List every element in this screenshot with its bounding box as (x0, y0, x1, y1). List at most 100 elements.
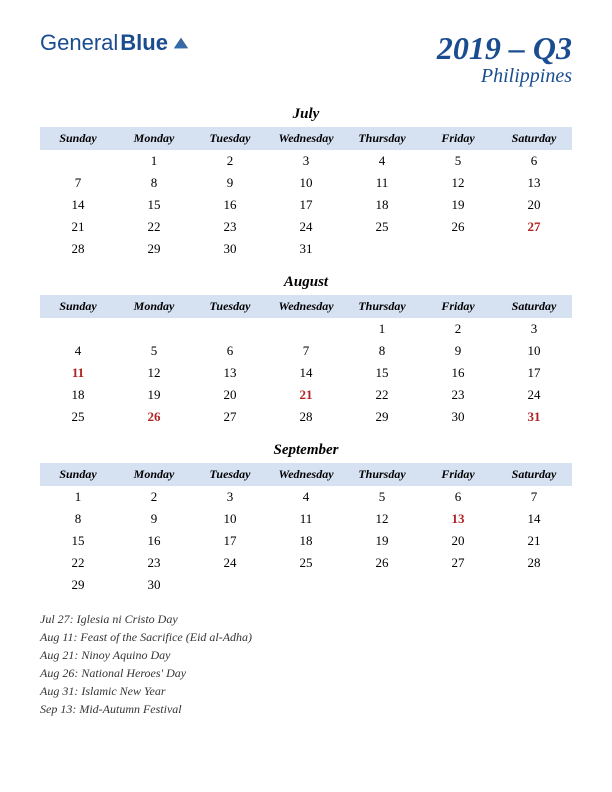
logo: General Blue (40, 30, 190, 56)
calendar-day: 12 (116, 362, 192, 384)
calendar-day: 5 (420, 150, 496, 172)
calendar-container: JulySundayMondayTuesdayWednesdayThursday… (40, 106, 572, 596)
calendar-day (40, 150, 116, 172)
calendar-row: 14151617181920 (40, 194, 572, 216)
calendar-row: 891011121314 (40, 508, 572, 530)
calendar-day: 10 (496, 340, 572, 362)
calendar-day: 19 (116, 384, 192, 406)
calendar-day: 21 (496, 530, 572, 552)
calendar-day: 22 (344, 384, 420, 406)
calendar-day: 28 (40, 238, 116, 260)
month-name: July (40, 106, 572, 123)
calendar-day: 18 (40, 384, 116, 406)
calendar-day: 23 (116, 552, 192, 574)
day-header: Tuesday (192, 127, 268, 150)
day-header: Wednesday (268, 295, 344, 318)
page-subtitle: Philippines (437, 65, 572, 88)
day-header: Monday (116, 127, 192, 150)
calendar-day: 6 (420, 486, 496, 508)
calendar-day: 22 (116, 216, 192, 238)
day-header: Thursday (344, 295, 420, 318)
holiday-list: Jul 27: Iglesia ni Cristo DayAug 11: Fea… (40, 610, 572, 718)
calendar-row: 22232425262728 (40, 552, 572, 574)
calendar-row: 25262728293031 (40, 406, 572, 428)
calendar-row: 15161718192021 (40, 530, 572, 552)
calendar-day: 7 (268, 340, 344, 362)
holiday-item: Aug 11: Feast of the Sacrifice (Eid al-A… (40, 628, 572, 646)
day-header: Tuesday (192, 295, 268, 318)
calendar-day (344, 238, 420, 260)
calendar-day: 19 (344, 530, 420, 552)
calendar-day: 26 (116, 406, 192, 428)
page-title: 2019 – Q3 (437, 30, 572, 67)
calendar-day (344, 574, 420, 596)
calendar-day: 7 (496, 486, 572, 508)
calendar-day: 13 (420, 508, 496, 530)
calendar-day: 27 (192, 406, 268, 428)
day-header: Sunday (40, 463, 116, 486)
calendar-day: 29 (116, 238, 192, 260)
calendar-day: 12 (344, 508, 420, 530)
calendar-day: 31 (268, 238, 344, 260)
day-header: Wednesday (268, 127, 344, 150)
logo-text-general: General (40, 30, 118, 56)
day-header: Monday (116, 295, 192, 318)
calendar-day: 22 (40, 552, 116, 574)
calendar-day: 27 (496, 216, 572, 238)
day-header: Wednesday (268, 463, 344, 486)
day-header: Saturday (496, 295, 572, 318)
calendar-day: 15 (40, 530, 116, 552)
calendar-day: 28 (496, 552, 572, 574)
holiday-item: Aug 26: National Heroes' Day (40, 664, 572, 682)
calendar-day: 3 (192, 486, 268, 508)
calendar-day: 18 (344, 194, 420, 216)
day-header: Friday (420, 463, 496, 486)
day-header: Thursday (344, 463, 420, 486)
day-header: Thursday (344, 127, 420, 150)
calendar-day: 8 (344, 340, 420, 362)
calendar-day (268, 574, 344, 596)
calendar-day (420, 238, 496, 260)
day-header: Saturday (496, 463, 572, 486)
calendar-day: 29 (344, 406, 420, 428)
calendar-table: SundayMondayTuesdayWednesdayThursdayFrid… (40, 463, 572, 596)
calendar-day: 17 (192, 530, 268, 552)
calendar-day: 21 (268, 384, 344, 406)
calendar-day: 10 (268, 172, 344, 194)
calendar-day: 23 (420, 384, 496, 406)
calendar-day: 5 (344, 486, 420, 508)
calendar-day: 17 (268, 194, 344, 216)
calendar-day: 15 (116, 194, 192, 216)
calendar-day: 1 (40, 486, 116, 508)
day-header: Tuesday (192, 463, 268, 486)
calendar-day: 8 (40, 508, 116, 530)
month-block: AugustSundayMondayTuesdayWednesdayThursd… (40, 274, 572, 428)
calendar-day: 17 (496, 362, 572, 384)
calendar-row: 18192021222324 (40, 384, 572, 406)
calendar-day: 16 (116, 530, 192, 552)
calendar-day: 13 (192, 362, 268, 384)
calendar-day: 8 (116, 172, 192, 194)
logo-text-blue: Blue (120, 30, 168, 56)
calendar-day: 6 (192, 340, 268, 362)
calendar-day: 10 (192, 508, 268, 530)
calendar-row: 1234567 (40, 486, 572, 508)
calendar-day: 1 (116, 150, 192, 172)
calendar-day (116, 318, 192, 340)
logo-wave-icon (172, 34, 190, 52)
title-block: 2019 – Q3 Philippines (437, 30, 572, 88)
calendar-day: 16 (420, 362, 496, 384)
calendar-table: SundayMondayTuesdayWednesdayThursdayFrid… (40, 127, 572, 260)
calendar-day: 19 (420, 194, 496, 216)
calendar-day: 3 (496, 318, 572, 340)
calendar-day: 30 (192, 238, 268, 260)
calendar-table: SundayMondayTuesdayWednesdayThursdayFrid… (40, 295, 572, 428)
calendar-row: 11121314151617 (40, 362, 572, 384)
calendar-day (496, 238, 572, 260)
calendar-day: 9 (420, 340, 496, 362)
calendar-day: 2 (116, 486, 192, 508)
calendar-day: 24 (496, 384, 572, 406)
calendar-day: 15 (344, 362, 420, 384)
header: General Blue 2019 – Q3 Philippines (40, 30, 572, 88)
calendar-day: 23 (192, 216, 268, 238)
